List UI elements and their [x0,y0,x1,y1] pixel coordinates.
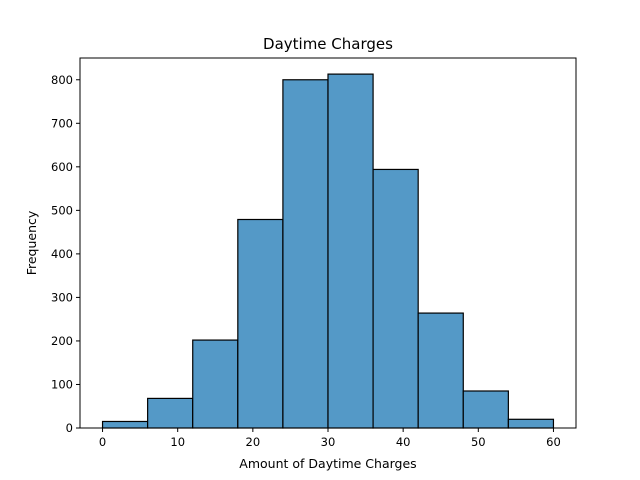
histogram-bar [192,339,239,429]
bars-group [101,73,555,429]
x-tick-label: 60 [546,435,561,449]
chart-title: Daytime Charges [263,35,393,53]
x-tick-label: 0 [99,435,106,449]
y-axis-label: Frequency [24,210,39,275]
histogram-bar [507,418,555,429]
y-tick-label: 400 [51,247,73,261]
histogram-bar [147,397,194,429]
y-tick-label: 0 [66,421,73,435]
histogram-bar [101,420,149,429]
y-axis-ticks: 0 100 200 300 400 500 600 700 800 [51,73,80,435]
x-tick-label: 20 [246,435,261,449]
histogram-bar [237,218,284,429]
x-axis-label: Amount of Daytime Charges [239,456,416,471]
histogram-bar [417,312,464,429]
x-tick-label: 30 [321,435,336,449]
x-tick-label: 50 [471,435,486,449]
histogram-bar [372,168,419,429]
y-tick-label: 200 [51,334,73,348]
y-tick-label: 500 [51,203,73,217]
x-tick-label: 10 [170,435,185,449]
y-tick-label: 300 [51,290,73,304]
histogram-bar [462,390,509,429]
histogram-bar [327,73,374,429]
histogram-bar [282,79,329,429]
x-axis-ticks: 0 10 20 30 40 50 60 [99,428,561,449]
x-tick-label: 40 [396,435,411,449]
y-tick-label: 700 [51,116,73,130]
y-tick-label: 800 [51,73,73,87]
y-tick-label: 600 [51,160,73,174]
y-tick-label: 100 [51,377,73,391]
